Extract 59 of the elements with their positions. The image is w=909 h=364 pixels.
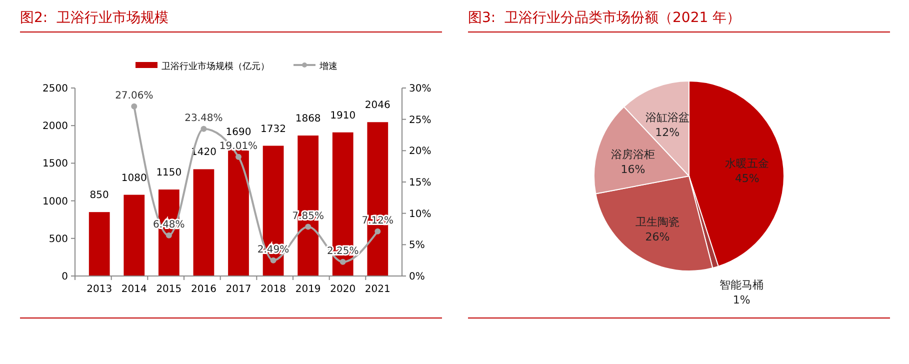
slice-label: 卫生陶瓷	[635, 216, 680, 229]
x-tick-label: 2016	[190, 284, 216, 295]
data-label: 16%	[620, 162, 646, 176]
chart-title: 图3: 卫浴行业分品类市场份额（2021 年）	[468, 10, 741, 26]
y-tick-label: 1000	[42, 196, 68, 208]
legend-label: 增速	[318, 61, 338, 72]
data-label: 2046	[364, 100, 390, 112]
point	[374, 228, 381, 234]
x-tick-label: 2018	[260, 284, 286, 295]
point	[305, 224, 312, 230]
y-tick-label: 2500	[42, 84, 68, 94]
x-tick-label: 2017	[226, 284, 252, 295]
data-label: 1690	[226, 126, 252, 138]
data-label: 1%	[732, 293, 750, 306]
bar	[193, 169, 214, 276]
y2-tick-label: 10%	[409, 208, 432, 220]
y2-tick-label: 30%	[409, 84, 432, 94]
x-tick-label: 2015	[156, 284, 182, 295]
y2-tick-label: 15%	[409, 178, 432, 188]
y2-tick-label: 25%	[409, 114, 432, 126]
data-label: 27.06%	[115, 90, 154, 102]
y-tick-label: 1500	[42, 158, 68, 170]
point	[131, 103, 138, 110]
slice-label: 水暖五金	[725, 156, 770, 170]
slice-label: 浴缸浴盆	[645, 111, 690, 124]
bar	[124, 194, 145, 276]
x-tick-label: 2021	[364, 284, 390, 295]
point	[340, 258, 346, 265]
point	[236, 154, 242, 160]
x-tick-label: 2013	[86, 284, 112, 295]
point	[166, 232, 172, 238]
data-label: 1732	[260, 124, 286, 135]
x-tick-label: 2020	[330, 284, 356, 295]
slice-label: 智能马桶	[720, 278, 764, 292]
data-label: 1080	[121, 172, 147, 184]
data-label: 12%	[655, 126, 680, 140]
chart-title: 图2: 卫浴行业市场规模	[20, 10, 169, 26]
x-tick-label: 2014	[121, 284, 147, 295]
data-label: 850	[90, 190, 109, 202]
y2-tick-label: 5%	[409, 240, 425, 252]
data-label: 26%	[645, 230, 670, 244]
data-label: 1868	[295, 114, 321, 125]
legend-label: 卫浴行业市场规模（亿元）	[162, 61, 270, 72]
y2-tick-label: 0%	[409, 272, 425, 282]
y-tick-label: 2000	[42, 121, 68, 132]
data-label: 45%	[734, 172, 760, 185]
data-label: 1910	[330, 110, 356, 122]
y2-tick-label: 20%	[409, 146, 432, 158]
point	[200, 126, 207, 132]
y-tick-label: 0	[62, 272, 68, 282]
data-label: 1150	[156, 168, 182, 179]
bar	[228, 148, 249, 276]
data-label: 23.48%	[184, 112, 223, 124]
data-label: 19.01%	[219, 140, 258, 152]
point	[270, 257, 276, 264]
bar	[88, 212, 110, 276]
y-tick-label: 500	[48, 234, 68, 245]
slice-label: 浴房浴柜	[610, 148, 655, 161]
x-tick-label: 2019	[295, 284, 321, 295]
